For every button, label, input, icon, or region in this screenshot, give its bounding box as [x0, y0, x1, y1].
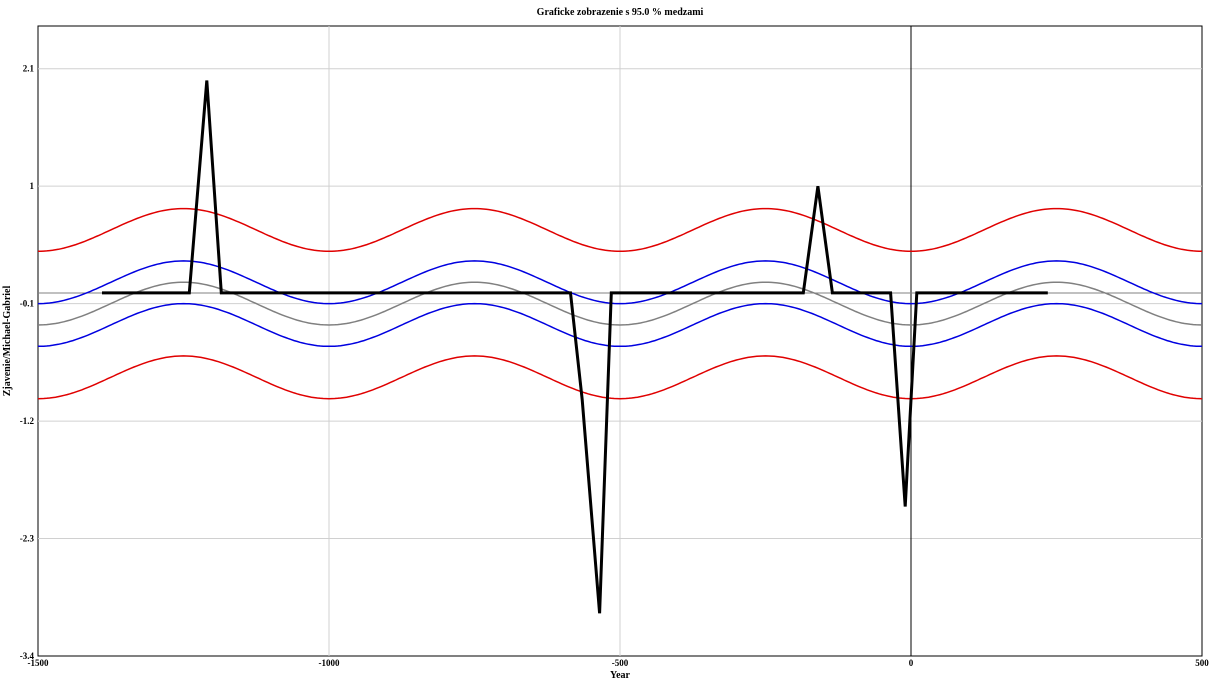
- x-axis-label: Year: [610, 670, 631, 681]
- x-tick-label: -500: [612, 658, 629, 668]
- data-series-line: [102, 80, 1048, 614]
- y-tick-label: -2.3: [20, 534, 35, 544]
- y-tick-label: -0.1: [20, 299, 35, 309]
- bands: [37, 207, 1203, 400]
- y-tick-label: 2.1: [23, 64, 35, 74]
- y-tick-label: -1.2: [20, 416, 35, 426]
- y-tick-label: -3.4: [20, 651, 35, 661]
- x-tick-label: 500: [1195, 658, 1209, 668]
- upper-inner-band: [38, 260, 1202, 305]
- chart-title: Graficke zobrazenie s 95.0 % medzami: [537, 7, 704, 18]
- tick-labels: -1500 -1000 -500 0 500 2.1 1 -0.1 -1.2 -2.3 -3.4: [20, 64, 1210, 668]
- x-tick-label: 0: [909, 658, 914, 668]
- x-tick-label: -1500: [28, 658, 49, 668]
- y-axis-label: Zjavenie/Michael-Gabriel: [2, 286, 13, 397]
- lower-inner-band: [38, 302, 1202, 348]
- lower-outer-band: [37, 355, 1203, 400]
- series-layer: [102, 80, 1048, 614]
- upper-outer-band: [38, 207, 1202, 253]
- x-tick-label: -1000: [319, 658, 340, 668]
- y-tick-label: 1: [30, 181, 35, 191]
